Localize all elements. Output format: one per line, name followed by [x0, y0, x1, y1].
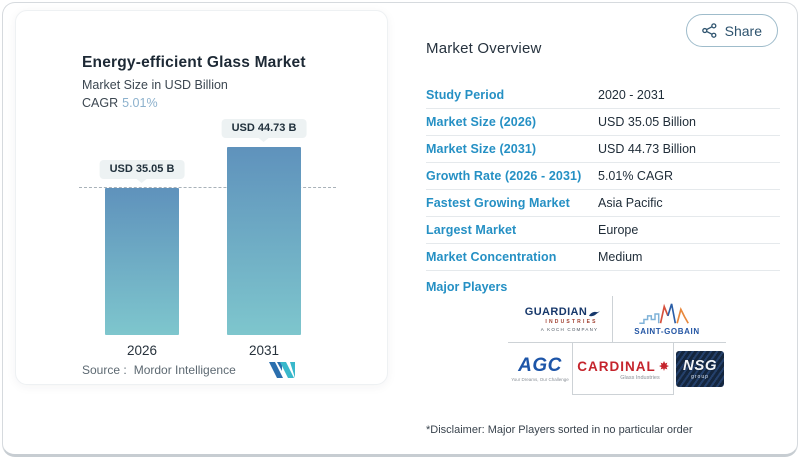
share-nodes-icon — [701, 23, 717, 38]
source-name: Mordor Intelligence — [133, 363, 236, 377]
major-players-label: Major Players — [426, 280, 508, 294]
players-row-2: AGC Your Dreams, Our Challenge CARDINAL … — [508, 342, 726, 395]
major-players-logos: GUARDIAN INDUSTRIES A KOCH COMPANY — [508, 296, 726, 395]
bar-value-label-2026: USD 35.05 B — [99, 160, 185, 179]
row-label: Market Size (2026) — [426, 115, 537, 129]
row-value: USD 44.73 Billion — [598, 142, 696, 156]
guardian-eagle-icon — [589, 311, 601, 317]
mordor-intelligence-logo-icon — [269, 362, 295, 378]
cagr-label: CAGR — [82, 96, 119, 110]
logo-cardinal-glass: CARDINAL Glass Industries — [572, 343, 674, 395]
overview-table: Study Period 2020 - 2031 Market Size (20… — [426, 82, 780, 271]
chart-cagr: CAGR 5.01% — [82, 96, 158, 110]
guardian-koch-text: A KOCH COMPANY — [540, 327, 599, 332]
row-value: Asia Pacific — [598, 196, 663, 210]
cardinal-tagline-text: Glass Industries — [620, 374, 660, 381]
table-row: Market Concentration Medium — [426, 244, 780, 271]
bar-2026 — [105, 188, 179, 335]
row-value: Medium — [598, 250, 643, 264]
logo-agc: AGC Your Dreams, Our Challenge — [508, 343, 572, 395]
bar-chart-plot: USD 35.05 B USD 44.73 B — [16, 119, 389, 335]
nsg-logo-box: NSG group — [676, 351, 724, 387]
table-row: Market Size (2026) USD 35.05 Billion — [426, 109, 780, 136]
share-button[interactable]: Share — [685, 14, 778, 47]
bar-value-label-2031: USD 44.73 B — [221, 119, 307, 138]
table-row: Growth Rate (2026 - 2031) 5.01% CAGR — [426, 163, 780, 190]
bar-2031 — [227, 147, 301, 335]
source-prefix: Source : — [82, 363, 127, 377]
chart-title: Energy-efficient Glass Market — [82, 54, 306, 71]
row-label: Largest Market — [426, 223, 517, 237]
row-value: USD 35.05 Billion — [598, 115, 696, 129]
cagr-value: 5.01% — [122, 96, 158, 110]
row-value: 2020 - 2031 — [598, 88, 665, 102]
row-value: Europe — [598, 223, 639, 237]
guardian-logo-text: GUARDIAN — [524, 306, 588, 318]
cardinal-logo-text: CARDINAL — [577, 358, 656, 374]
table-row: Fastest Growing Market Asia Pacific — [426, 190, 780, 217]
chart-subtitle: Market Size in USD Billion — [82, 78, 228, 92]
share-button-label: Share — [724, 22, 762, 39]
source-attribution: Source : Mordor Intelligence — [82, 363, 236, 377]
agc-tagline-text: Your Dreams, Our Challenge — [511, 376, 569, 382]
guardian-industries-text: INDUSTRIES — [545, 319, 598, 325]
nsg-logo-text: NSG — [682, 356, 717, 374]
overview-heading: Market Overview — [426, 40, 542, 57]
row-label: Market Size (2031) — [426, 142, 537, 156]
row-label: Study Period — [426, 88, 505, 102]
market-chart-card: Energy-efficient Glass Market Market Siz… — [15, 10, 388, 385]
players-row-1: GUARDIAN INDUSTRIES A KOCH COMPANY — [508, 296, 726, 342]
saint-gobain-skyline-icon — [639, 303, 689, 324]
market-overview-panel: Market Overview Study Period 2020 - 2031… — [426, 40, 780, 445]
table-row: Largest Market Europe — [426, 217, 780, 244]
nsg-group-text: group — [691, 373, 709, 380]
row-value: 5.01% CAGR — [598, 169, 674, 183]
agc-logo-text: AGC — [518, 354, 562, 376]
cardinal-maple-leaf-icon — [658, 361, 669, 371]
reference-dashed-line — [79, 187, 336, 188]
logo-guardian-industries: GUARDIAN INDUSTRIES A KOCH COMPANY — [513, 296, 613, 342]
table-row: Market Size (2031) USD 44.73 Billion — [426, 136, 780, 163]
row-label: Market Concentration — [426, 250, 557, 264]
table-row: Study Period 2020 - 2031 — [426, 82, 780, 109]
saint-gobain-logo-text: SAINT-GOBAIN — [634, 327, 700, 336]
logo-nsg-group: NSG group — [674, 343, 726, 395]
row-label: Fastest Growing Market — [426, 196, 570, 210]
x-axis-tick-2026: 2026 — [126, 343, 158, 358]
logo-saint-gobain: SAINT-GOBAIN — [613, 296, 721, 342]
row-label: Growth Rate (2026 - 2031) — [426, 169, 582, 183]
x-axis-tick-2031: 2031 — [248, 343, 280, 358]
disclaimer-text: *Disclaimer: Major Players sorted in no … — [426, 424, 693, 436]
